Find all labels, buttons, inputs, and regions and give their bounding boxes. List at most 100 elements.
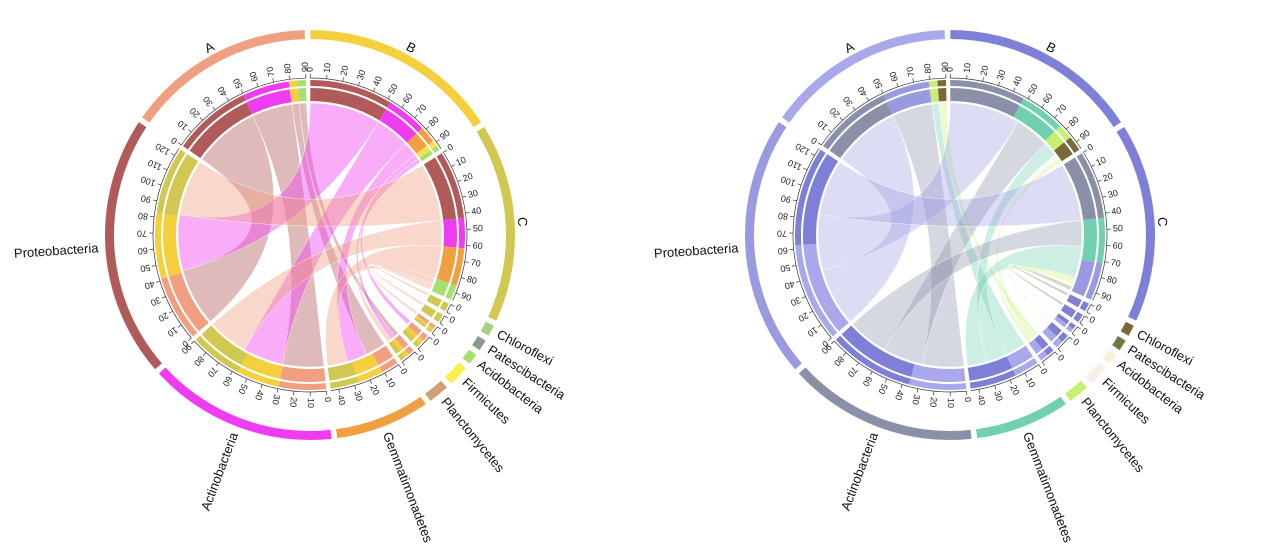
tick-label: 10 <box>384 376 398 390</box>
tick-mark <box>354 385 357 390</box>
tick-mark <box>151 265 157 267</box>
tick-label: 40 <box>976 394 988 406</box>
tick-label: 0 <box>180 338 190 349</box>
tick-mark <box>792 199 797 202</box>
tick-band-piece <box>356 366 383 383</box>
tick-label: 50 <box>779 262 791 274</box>
tick-label: 0 <box>1087 314 1096 325</box>
tick-mark <box>156 280 161 283</box>
tick-mark <box>244 378 248 383</box>
tick-band-piece <box>195 335 241 373</box>
tick-label: 60 <box>401 91 415 105</box>
tick-mark <box>982 77 984 82</box>
inner-band-piece <box>1056 313 1070 325</box>
inner-band-piece <box>1042 327 1057 342</box>
tick-label: 80 <box>777 211 788 222</box>
tick-mark <box>796 280 801 283</box>
tick-mark <box>169 310 173 314</box>
tick-label: 0 <box>1094 302 1103 313</box>
outer-band <box>1120 321 1134 336</box>
tick-label: 40 <box>336 394 348 406</box>
inner-band-piece <box>950 88 1020 118</box>
tick-band-piece <box>436 153 465 219</box>
tick-band-piece <box>1065 325 1074 333</box>
sector-label: B <box>404 39 419 56</box>
tick-label: 10 <box>166 325 180 339</box>
tick-mark <box>170 153 175 156</box>
tick-label: 80 <box>427 114 441 128</box>
inner-band-piece <box>1006 345 1034 369</box>
tick-mark <box>1009 379 1012 384</box>
tick-label: 80 <box>137 211 148 222</box>
tick-mark <box>1027 95 1031 99</box>
tick-baseline <box>821 77 946 146</box>
tick-label: 90 <box>820 342 834 356</box>
tick-band-piece <box>439 300 449 312</box>
inner-band-piece <box>327 362 357 381</box>
tick-label: 20 <box>288 397 299 408</box>
tick-label: 70 <box>137 229 147 239</box>
tick-label: 60 <box>472 240 483 251</box>
tick-label: 0 <box>447 314 456 325</box>
inner-band-piece <box>416 145 431 158</box>
tick-band-piece <box>397 352 405 361</box>
tick-label: 70 <box>1110 257 1122 269</box>
tick-label: 50 <box>876 382 889 395</box>
tick-label: 100 <box>139 174 156 188</box>
tick-band-piece <box>1055 125 1071 142</box>
tick-label: 60 <box>247 70 260 83</box>
tick-label: 30 <box>841 94 855 108</box>
tick-mark <box>429 336 433 340</box>
tick-label: 0 <box>1071 337 1081 348</box>
tick-mark <box>417 348 422 352</box>
outer-band <box>142 30 305 123</box>
chord-link <box>938 102 1039 337</box>
tick-label: 0 <box>1056 353 1067 363</box>
inner-band-piece <box>443 218 457 248</box>
tick-baseline <box>417 336 430 350</box>
tick-mark <box>1102 195 1107 198</box>
tick-label: 10 <box>946 398 956 408</box>
tick-band-piece <box>1013 357 1038 376</box>
tick-mark <box>152 199 157 202</box>
tick-label: 0 <box>1080 326 1090 337</box>
tick-label: 0 <box>398 366 409 376</box>
inner-band-piece <box>1066 294 1082 308</box>
tick-label: 40 <box>216 85 230 99</box>
inner-band-piece <box>420 304 436 318</box>
tick-mark <box>839 117 843 121</box>
tick-band-piece <box>425 326 433 333</box>
tick-mark <box>202 352 207 356</box>
sector-label: Gemmatimonadetes <box>380 430 436 545</box>
tick-band-piece <box>412 339 421 348</box>
tick-band-piece <box>823 95 886 150</box>
tick-band-piece <box>1076 153 1105 219</box>
tick-label: 0 <box>1086 142 1096 153</box>
inner-band-piece <box>164 154 199 217</box>
tick-label: 20 <box>828 106 842 120</box>
inner-band-piece <box>886 89 932 115</box>
tick-label: 80 <box>466 274 478 286</box>
sector-label: Proteobacteria <box>14 240 100 261</box>
tick-band-piece <box>450 247 465 286</box>
tick-mark <box>414 114 418 119</box>
inner-band-piece <box>372 345 394 366</box>
tick-label: 20 <box>797 310 811 324</box>
tick-baseline <box>792 148 832 339</box>
tick-label: 30 <box>149 295 162 308</box>
tick-label: 50 <box>139 262 151 274</box>
inner-band-piece <box>929 88 940 103</box>
tick-mark <box>1097 179 1102 182</box>
tick-band-piece <box>278 380 327 390</box>
tick-mark <box>1086 311 1091 315</box>
tick-band-piece <box>156 149 186 214</box>
tick-label: 20 <box>928 397 939 408</box>
tick-mark <box>439 322 444 326</box>
tick-baseline <box>431 326 438 334</box>
tick-mark <box>801 296 806 299</box>
tick-mark <box>856 362 859 367</box>
link-layer <box>177 102 443 368</box>
outer-band <box>798 367 972 440</box>
tick-mark <box>465 212 470 214</box>
